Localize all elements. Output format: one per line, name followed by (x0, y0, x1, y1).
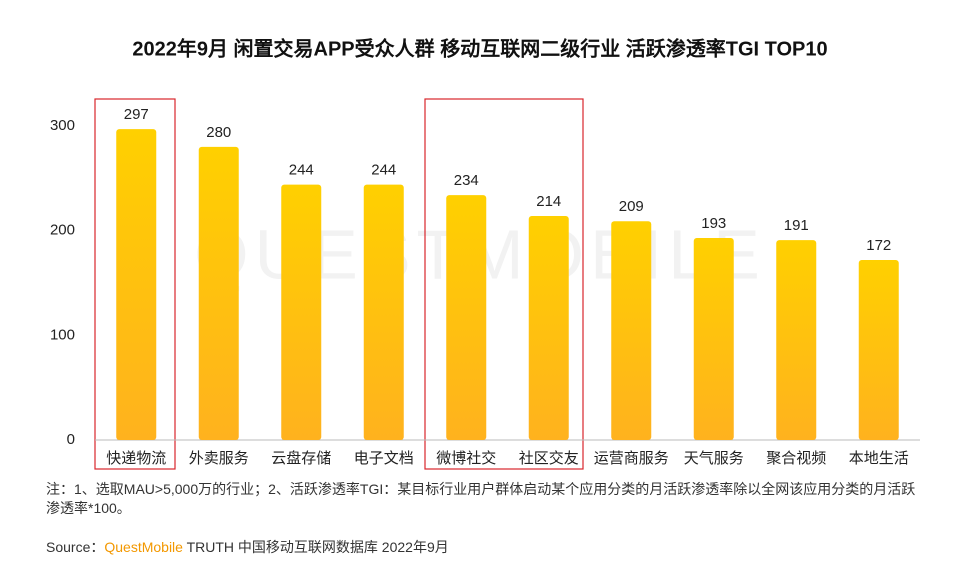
bar (281, 184, 322, 440)
x-tick-label: 天气服务 (684, 450, 744, 467)
y-tick-label: 0 (67, 431, 75, 448)
bar (693, 237, 734, 440)
highlight-box (424, 98, 584, 470)
bar (776, 240, 817, 440)
highlight-box (94, 98, 176, 470)
x-tick-label: 本地生活 (849, 450, 909, 467)
value-label: 244 (371, 162, 396, 179)
x-tick-label: 外卖服务 (189, 450, 249, 467)
x-tick-label: 社区交友 (519, 449, 579, 467)
bar (858, 259, 899, 440)
bar (116, 129, 157, 440)
notes: 注：1、选取MAU>5,000万的行业；2、活跃渗透率TGI：某目标行业用户群体… (46, 481, 916, 516)
x-tick-label: 聚合视频 (766, 450, 826, 467)
x-tick-label: 微博社交 (436, 449, 496, 467)
bar (198, 146, 239, 440)
chart: 2022年9月 闲置交易APP受众人群 移动互联网二级行业 活跃渗透率TGI T… (50, 36, 920, 470)
y-tick-label: 200 (50, 222, 75, 239)
value-label: 193 (701, 215, 726, 232)
source: Source：QuestMobile TRUTH 中国移动互联网数据库 2022… (46, 537, 449, 557)
value-label: 191 (784, 217, 809, 234)
value-label: 209 (619, 198, 644, 215)
y-tick-label: 300 (50, 117, 75, 134)
value-label: 297 (124, 106, 149, 123)
value-label: 244 (289, 162, 314, 179)
bar (446, 195, 487, 440)
source-label: Source： (46, 539, 105, 555)
y-tick-label: 100 (50, 326, 75, 343)
source-brand: QuestMobile (104, 539, 183, 555)
x-tick-label: 运营商服务 (594, 450, 669, 467)
bar (363, 184, 404, 440)
value-label: 214 (536, 193, 561, 210)
value-label: 234 (454, 172, 479, 189)
source-text: TRUTH 中国移动互联网数据库 2022年9月 (186, 539, 449, 555)
bar (528, 216, 569, 440)
chart-title: 2022年9月 闲置交易APP受众人群 移动互联网二级行业 活跃渗透率TGI T… (132, 36, 827, 60)
value-label: 172 (866, 237, 891, 254)
x-tick-label: 云盘存储 (271, 449, 331, 467)
value-label: 280 (206, 124, 231, 141)
x-tick-label: 快递物流 (106, 450, 166, 467)
x-tick-label: 电子文档 (354, 450, 414, 467)
bar (611, 221, 652, 440)
